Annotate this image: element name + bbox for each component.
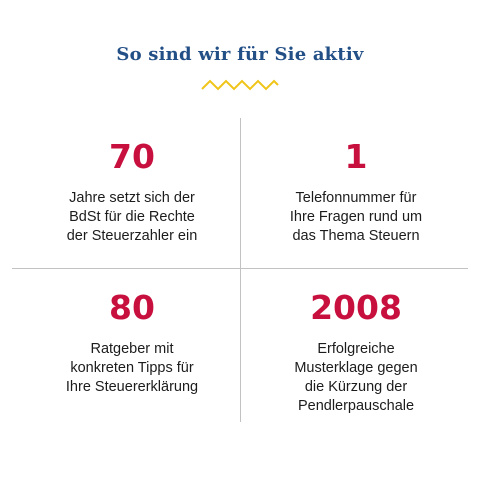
- stat-line: Ratgeber mit: [90, 341, 174, 357]
- stat-line: die Kürzung der: [304, 379, 408, 395]
- stat-line: Telefonnummer für: [295, 190, 417, 206]
- stat-cell-lawsuit: 2008 Erfolgreiche Musterklage gegen die …: [236, 290, 476, 416]
- stat-description: Jahre setzt sich der BdSt für die Rechte…: [42, 189, 222, 246]
- zigzag-divider: [201, 79, 279, 91]
- stat-number: 80: [109, 288, 155, 327]
- stat-line: Musterklage gegen: [294, 360, 418, 376]
- stat-line: das Thema Steuern: [292, 228, 420, 244]
- stat-number: 70: [109, 137, 155, 176]
- stat-line: Jahre setzt sich der: [69, 190, 195, 206]
- stat-line: BdSt für die Rechte: [69, 209, 195, 225]
- vertical-divider: [240, 118, 241, 422]
- stat-description: Ratgeber mit konkreten Tipps für Ihre St…: [47, 340, 217, 397]
- page-title: So sind wir für Sie aktiv: [116, 44, 364, 65]
- stat-line: Erfolgreiche: [317, 341, 395, 357]
- stat-cell-guides: 80 Ratgeber mit konkreten Tipps für Ihre…: [12, 290, 252, 397]
- stat-line: Ihre Steuererklärung: [65, 379, 199, 395]
- stat-description: Erfolgreiche Musterklage gegen die Kürzu…: [281, 340, 431, 416]
- stat-description: Telefonnummer für Ihre Fragen rund um da…: [266, 189, 446, 246]
- stat-number: 2008: [310, 288, 402, 327]
- stat-number: 1: [344, 137, 368, 176]
- stat-line: der Steuerzahler ein: [66, 228, 198, 244]
- stat-cell-phone: 1 Telefonnummer für Ihre Fragen rund um …: [236, 139, 476, 246]
- stat-cell-years: 70 Jahre setzt sich der BdSt für die Rec…: [12, 139, 252, 246]
- stat-line: Pendlerpauschale: [297, 398, 415, 414]
- horizontal-divider: [12, 268, 468, 269]
- stat-line: konkreten Tipps für: [70, 360, 194, 376]
- stat-line: Ihre Fragen rund um: [289, 209, 423, 225]
